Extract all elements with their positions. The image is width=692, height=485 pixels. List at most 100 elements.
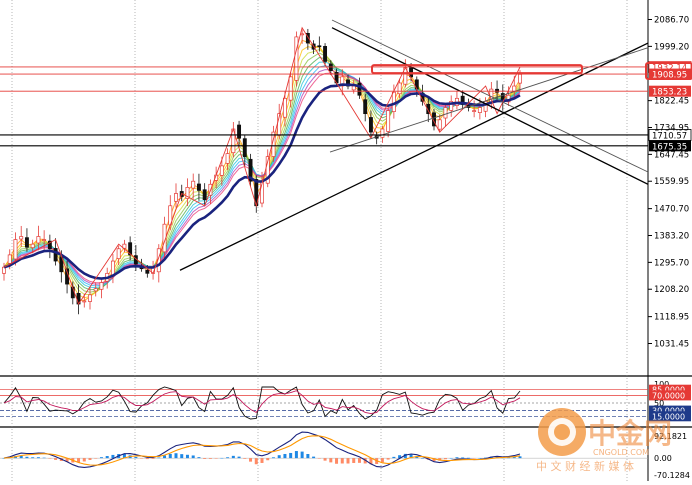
macd-histogram-bar: [438, 458, 442, 461]
macd-histogram-bar: [82, 458, 86, 462]
candle-body: [294, 36, 299, 81]
macd-histogram-bar: [254, 458, 258, 465]
macd-histogram-bar: [335, 458, 339, 464]
macd-histogram-bar: [363, 458, 367, 464]
macd-histogram-bar: [512, 457, 516, 459]
candle-body: [156, 248, 161, 273]
price-tick-label: 1118.95: [654, 313, 689, 323]
macd-histogram-bar: [409, 454, 413, 459]
macd-histogram-bar: [432, 458, 436, 462]
price-tick-label: 1559.95: [654, 177, 689, 187]
macd-histogram-bar: [323, 458, 327, 461]
candlesticks: [2, 28, 522, 315]
macd-histogram-bar: [31, 457, 35, 459]
price-level-label: 1853.23: [652, 88, 687, 98]
macd-histogram-bar: [94, 458, 98, 459]
candle-body: [363, 99, 368, 115]
watermark-logo-core: [554, 424, 570, 440]
macd-histogram-bar: [48, 458, 52, 459]
macd-histogram-bar: [294, 451, 298, 459]
macd-histogram-bar: [260, 458, 264, 463]
candle-body: [437, 119, 442, 130]
price-tick-label: 1470.70: [654, 205, 689, 215]
candle-body: [24, 237, 29, 248]
macd-histogram-bar: [174, 453, 178, 459]
macd-histogram-bar: [231, 455, 235, 459]
moving-average-line: [3, 83, 521, 280]
candle-body: [36, 236, 41, 244]
macd-histogram-bar: [243, 458, 247, 459]
candle-body: [93, 288, 98, 292]
macd-histogram-bar: [443, 458, 447, 460]
rsi-level-badge: [649, 411, 691, 422]
macd-histogram-bar: [340, 458, 344, 464]
candle-body: [477, 107, 482, 113]
macd-histogram-bar: [111, 454, 115, 459]
candle-body: [248, 158, 253, 182]
price-level-badge: [649, 68, 691, 80]
macd-histogram-bar: [249, 458, 253, 462]
price-label-highlight: [645, 62, 692, 80]
rsi-level-label: 30.0000: [652, 407, 685, 416]
candle-body: [174, 193, 178, 202]
candle-body: [305, 32, 310, 44]
rsi-level-label: 15.0000: [652, 412, 685, 421]
candle-body: [185, 187, 190, 199]
price-tick-label: 1208.20: [654, 285, 689, 295]
macd-histogram-bar: [157, 457, 161, 459]
rsi-level-badge: [649, 390, 691, 401]
macd-histogram-bar: [226, 457, 230, 459]
macd-histogram-bar: [283, 453, 287, 459]
candle-body: [47, 240, 52, 250]
macd-histogram-bar: [312, 456, 316, 459]
price-level-label: 1932.14: [652, 63, 687, 73]
candle-body: [380, 128, 385, 138]
rsi-level-label: 50: [654, 399, 664, 408]
candle-body: [357, 82, 362, 96]
candle-body: [53, 248, 58, 262]
macd-histogram-bar: [352, 458, 356, 463]
candle-body: [288, 76, 293, 101]
macd-histogram-bar: [214, 458, 218, 459]
candle-body: [460, 95, 465, 105]
candle-body: [397, 82, 402, 95]
candle-body: [449, 101, 454, 111]
macd-histogram-bar: [518, 456, 522, 459]
rsi-level-badge: [649, 384, 691, 395]
candle-body: [7, 254, 12, 264]
candle-body: [351, 85, 356, 91]
macd-histogram-bar: [472, 458, 476, 459]
macd-histogram-bar: [185, 454, 189, 459]
price-tick-label: 1999.20: [654, 42, 689, 52]
main-ma-line: [3, 83, 521, 280]
macd-histogram-bar: [271, 457, 275, 459]
candle-body: [386, 110, 391, 132]
watermark-url: CNGOLD.COM: [593, 448, 649, 457]
macd-histogram-bar: [484, 457, 488, 459]
macd-histogram-bar: [507, 457, 511, 459]
price-tick-label: 1383.20: [654, 232, 689, 242]
candle-body: [242, 138, 247, 158]
macd-histogram-bar: [25, 456, 29, 459]
candle-body: [202, 189, 207, 200]
macd-histogram-bar: [151, 458, 155, 459]
macd-histogram-bar: [168, 453, 172, 459]
macd-histogram-bar: [449, 458, 453, 459]
macd-histogram-bar: [2, 458, 6, 459]
macd-histogram-bar: [421, 458, 425, 459]
resistance-zone-box: [371, 64, 583, 75]
rsi-line: [3, 386, 521, 420]
macd-histogram-bar: [208, 458, 212, 459]
price-axis: 2086.70 1999.20 1822.45 1734.95 1647.45 1559.…: [648, 16, 689, 350]
macd-histogram-bar: [289, 452, 293, 459]
macd-histogram-bar: [398, 455, 402, 459]
macd-histogram-bar: [300, 451, 304, 459]
candle-body: [128, 242, 133, 256]
macd-histogram-bar: [197, 457, 201, 459]
candle-body: [122, 243, 127, 249]
macd-tick-label: 92.1821: [654, 432, 687, 441]
